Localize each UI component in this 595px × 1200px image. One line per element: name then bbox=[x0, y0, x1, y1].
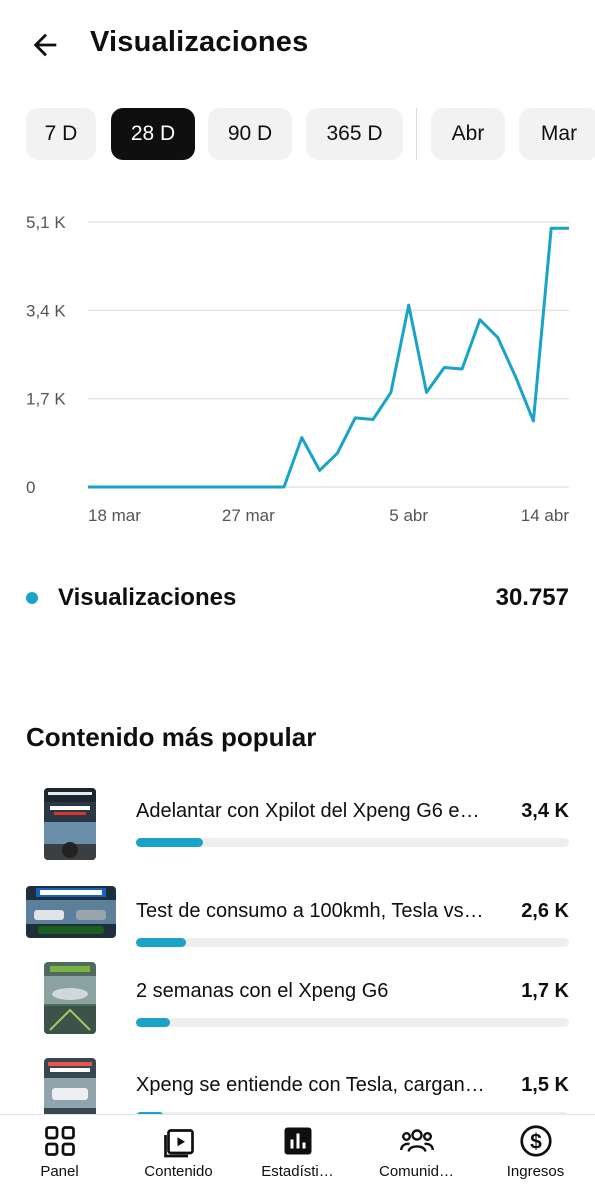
chip-90d[interactable]: 90 D bbox=[208, 108, 292, 160]
content-row[interactable]: Adelantar con Xpilot del Xpeng G6 en aut… bbox=[0, 780, 595, 866]
period-chip-bar: 7 D 28 D 90 D 365 D Abr Mar bbox=[26, 108, 595, 160]
nav-content[interactable]: Contenido bbox=[119, 1115, 238, 1200]
app-header: Visualizaciones bbox=[0, 0, 595, 90]
chip-divider bbox=[416, 108, 417, 160]
legend-total: 30.757 bbox=[495, 584, 569, 611]
y-tick-label: 1,7 K bbox=[26, 390, 66, 409]
chart-legend: Visualizaciones 30.757 bbox=[26, 580, 569, 616]
content-bar-track bbox=[136, 1018, 569, 1027]
chip-abr[interactable]: Abr bbox=[431, 108, 505, 160]
community-icon bbox=[400, 1129, 434, 1152]
content-title: Adelantar con Xpilot del Xpeng G6 en aut… bbox=[136, 800, 486, 822]
content-bar-fill bbox=[136, 838, 204, 847]
x-tick-label: 27 mar bbox=[222, 506, 275, 525]
nav-panel[interactable]: Panel bbox=[0, 1115, 119, 1200]
content-bar-fill bbox=[136, 1112, 165, 1114]
section-title: Contenido más popular bbox=[26, 722, 317, 752]
content-title: Xpeng se entiende con Tesla, cargando en… bbox=[136, 1074, 486, 1096]
content-row[interactable]: 2 semanas con el Xpeng G6 1,7 K bbox=[0, 960, 595, 1046]
nav-label: Estadísti… bbox=[261, 1163, 334, 1180]
analytics-icon bbox=[284, 1127, 312, 1155]
earn-icon: $ bbox=[520, 1125, 552, 1157]
nav-earn[interactable]: $ Ingresos bbox=[476, 1115, 595, 1200]
content-views: 1,7 K bbox=[521, 980, 569, 1002]
nav-label: Panel bbox=[40, 1163, 79, 1180]
x-tick-label: 18 mar bbox=[88, 506, 141, 525]
nav-label: Comunid… bbox=[378, 1163, 455, 1180]
video-thumbnail bbox=[44, 788, 96, 860]
content-row[interactable]: Test de consumo a 100kmh, Tesla vs Xpeng… bbox=[0, 880, 595, 966]
chip-365d[interactable]: 365 D bbox=[306, 108, 403, 160]
y-tick-label: 0 bbox=[26, 478, 35, 497]
chip-7d[interactable]: 7 D bbox=[26, 108, 96, 160]
views-line-chart[interactable]: 5,1 K 3,4 K 1,7 K 0 18 mar 27 mar 5 abr 14 abr bbox=[0, 190, 595, 540]
content-bar-fill bbox=[136, 1018, 170, 1027]
nav-label: Ingresos bbox=[506, 1163, 565, 1180]
chip-mar[interactable]: Mar bbox=[519, 108, 595, 160]
svg-text:$: $ bbox=[530, 1131, 542, 1154]
content-title: 2 semanas con el Xpeng G6 bbox=[136, 980, 389, 1002]
arrow-back-icon bbox=[33, 33, 57, 57]
x-tick-label: 14 abr bbox=[521, 506, 570, 525]
content-views: 1,5 K bbox=[521, 1074, 569, 1096]
content-bar-fill bbox=[136, 938, 186, 947]
page-title: Visualizaciones bbox=[90, 26, 309, 58]
top-content-list: Adelantar con Xpilot del Xpeng G6 en aut… bbox=[0, 780, 595, 1114]
series-line-views bbox=[88, 226, 569, 489]
content-views: 3,4 K bbox=[521, 800, 569, 822]
nav-label: Contenido bbox=[144, 1163, 213, 1180]
back-button[interactable] bbox=[22, 22, 68, 68]
video-thumbnail bbox=[26, 886, 116, 938]
content-views: 2,6 K bbox=[521, 900, 569, 922]
panel-icon bbox=[45, 1126, 75, 1156]
bottom-navigation: Panel Contenido Estadísti… Comunid… bbox=[0, 1114, 595, 1200]
nav-analytics[interactable]: Estadísti… bbox=[238, 1115, 357, 1200]
y-tick-label: 5,1 K bbox=[26, 213, 66, 232]
chip-28d[interactable]: 28 D bbox=[111, 108, 195, 160]
nav-community[interactable]: Comunid… bbox=[357, 1115, 476, 1200]
legend-dot bbox=[26, 592, 38, 604]
video-thumbnail bbox=[44, 1058, 96, 1114]
y-tick-label: 3,4 K bbox=[26, 301, 66, 320]
content-bar-track bbox=[136, 938, 569, 947]
content-row[interactable]: Xpeng se entiende con Tesla, cargando en… bbox=[0, 1054, 595, 1114]
video-thumbnail bbox=[44, 962, 96, 1034]
legend-label: Visualizaciones bbox=[58, 584, 237, 611]
content-title: Test de consumo a 100kmh, Tesla vs Xpeng bbox=[136, 900, 486, 922]
content-icon bbox=[164, 1129, 194, 1158]
content-bar-track bbox=[136, 1112, 569, 1114]
content-bar-track bbox=[136, 838, 569, 847]
x-tick-label: 5 abr bbox=[389, 506, 428, 525]
